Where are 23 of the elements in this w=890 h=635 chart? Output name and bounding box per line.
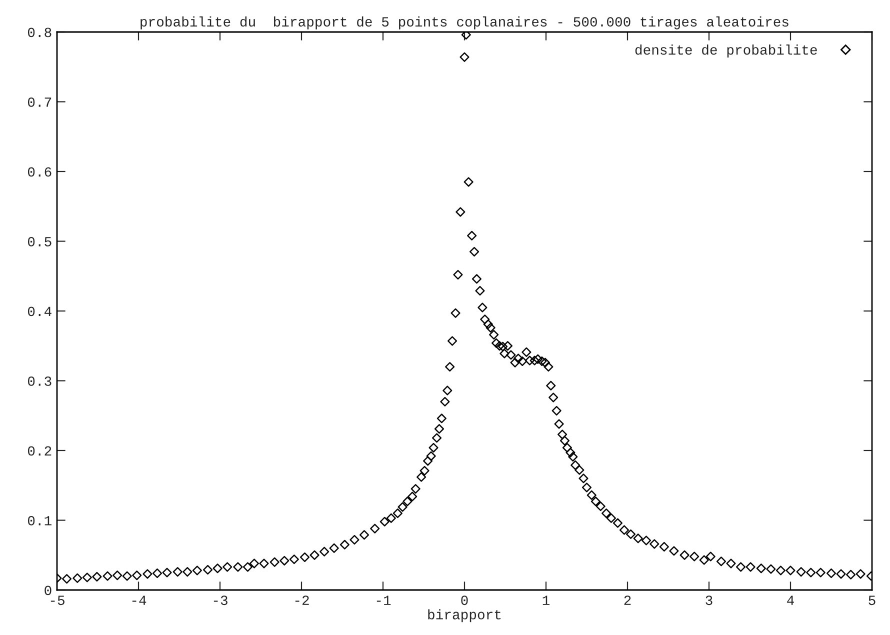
x-tick-label: 2 bbox=[624, 596, 631, 605]
x-tick-label: 1 bbox=[542, 596, 550, 605]
x-tick-label: 5 bbox=[868, 596, 876, 606]
chart-title: probabilite du birapport de 5 points coplanaires - 500.000 tirages aleatoires bbox=[140, 16, 788, 30]
x-tick-label: 0 bbox=[461, 596, 468, 606]
y-tick-label: 0.2 bbox=[28, 446, 52, 456]
y-tick-label: 0.5 bbox=[28, 236, 52, 246]
x-tick-label: -1 bbox=[376, 596, 391, 605]
x-tick-label: -5 bbox=[50, 596, 64, 606]
y-tick-label: 0.3 bbox=[28, 376, 52, 386]
legend-label: densite de probabilite bbox=[635, 44, 817, 58]
y-tick-label: 0.8 bbox=[28, 28, 52, 38]
x-tick-label: -2 bbox=[295, 596, 309, 605]
y-tick-label: 0.7 bbox=[28, 97, 52, 107]
y-tick-label: 0 bbox=[44, 586, 52, 596]
x-tick-label: 4 bbox=[787, 596, 794, 605]
x-tick-label: -3 bbox=[214, 596, 228, 606]
x-tick-label: 3 bbox=[706, 596, 712, 606]
y-tick-label: 0.1 bbox=[28, 516, 52, 526]
x-axis-title: birapport bbox=[428, 609, 501, 622]
x-tick-label: -4 bbox=[132, 596, 146, 605]
y-tick-label: 0.6 bbox=[28, 167, 52, 177]
y-tick-label: 0.4 bbox=[28, 306, 52, 316]
